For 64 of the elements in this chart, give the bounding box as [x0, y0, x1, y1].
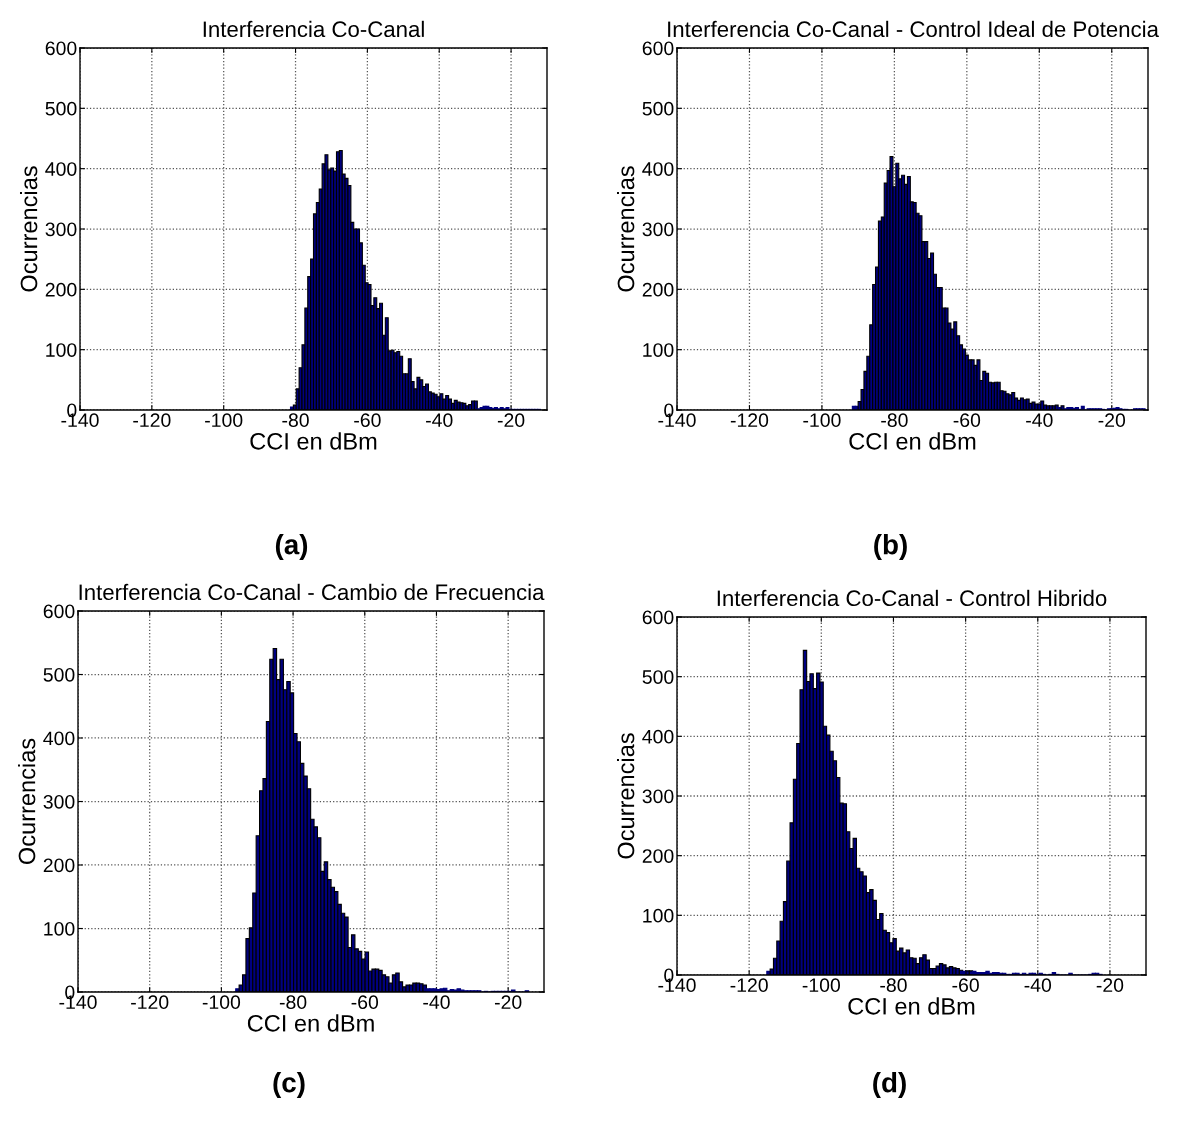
- y-tick-label: 500: [45, 101, 77, 116]
- y-tick-label: 100: [44, 921, 75, 936]
- y-tick-label: 500: [642, 670, 674, 684]
- y-tick-label: 200: [642, 282, 674, 297]
- x-axis-title: CCI en dBm: [247, 1014, 374, 1032]
- text: (d): [873, 1072, 906, 1098]
- y-tick-label: 200: [45, 282, 77, 297]
- y-tick-label: 500: [642, 101, 674, 116]
- y-tick-label: 600: [45, 41, 77, 56]
- x-tick-label: -60: [354, 413, 381, 428]
- y-axis-title: Ocurrencias: [617, 733, 635, 859]
- text: (a): [275, 534, 308, 560]
- y-tick-label: 200: [642, 849, 674, 863]
- y-tick-label: 300: [45, 222, 77, 237]
- y-axis-title: Ocurrencias: [18, 738, 36, 865]
- text: (c): [273, 1072, 305, 1098]
- text: (b): [874, 534, 907, 560]
- chart-title: Interferencia Co-Canal - Control Ideal de Potencia: [668, 20, 1159, 38]
- y-tick-label: 400: [43, 731, 75, 746]
- x-tick-label: -40: [1024, 978, 1052, 993]
- y-tick-label: 300: [642, 222, 674, 237]
- y-tick-label: 500: [43, 667, 75, 682]
- y-tick-label: 200: [43, 858, 75, 873]
- y-tick-label: 100: [46, 343, 77, 357]
- x-tick-label: -60: [351, 995, 379, 1010]
- x-tick-label: -80: [279, 995, 307, 1010]
- x-tick-label: -120: [730, 978, 768, 993]
- x-tick-label: -100: [802, 978, 841, 993]
- x-tick-label: -120: [133, 413, 171, 428]
- x-tick-label: -40: [426, 413, 453, 428]
- x-tick-label: -40: [1026, 413, 1053, 428]
- y-axis-title: Ocurrencias: [617, 166, 635, 292]
- x-tick-label: -100: [205, 413, 243, 428]
- y-tick-label: 600: [642, 610, 674, 625]
- x-axis-title: CCI en dBm: [250, 432, 377, 450]
- y-tick-label: 400: [45, 162, 77, 176]
- x-tick-label: -20: [1098, 413, 1126, 428]
- x-tick-label: -80: [282, 413, 309, 428]
- chart-title: Interferencia Co-Canal - Cambio de Frecuencia: [79, 583, 545, 601]
- y-tick-label: 100: [643, 343, 674, 357]
- chart-title: Interferencia Co-Canal - Control Hibrido: [717, 589, 1107, 607]
- x-tick-label: -20: [1096, 978, 1124, 993]
- y-tick-label: 400: [642, 162, 674, 176]
- y-tick-label: 600: [642, 41, 674, 56]
- x-tick-label: -100: [202, 995, 241, 1010]
- y-tick-label: 400: [642, 729, 674, 744]
- x-tick-label: -80: [881, 413, 908, 428]
- x-tick-label: -120: [131, 995, 169, 1010]
- x-axis-title: CCI en dBm: [848, 997, 975, 1015]
- x-tick-label: -80: [880, 978, 907, 993]
- chart-title: Interferencia Co-Canal: [203, 20, 424, 38]
- x-tick-label: -120: [730, 413, 769, 428]
- x-axis-title: CCI en dBm: [849, 432, 976, 450]
- x-tick-label: -20: [494, 995, 522, 1010]
- x-tick-label: -60: [953, 413, 981, 428]
- x-tick-label: -20: [497, 413, 525, 428]
- x-tick-label: -60: [952, 978, 979, 993]
- y-axis-title: Ocurrencias: [20, 166, 38, 292]
- y-tick-label: 100: [643, 908, 674, 923]
- y-tick-label: 300: [642, 789, 674, 804]
- y-tick-label: 600: [43, 604, 75, 619]
- x-tick-label: -100: [803, 413, 841, 428]
- y-tick-label: 300: [43, 794, 75, 809]
- x-tick-label: -40: [423, 995, 450, 1010]
